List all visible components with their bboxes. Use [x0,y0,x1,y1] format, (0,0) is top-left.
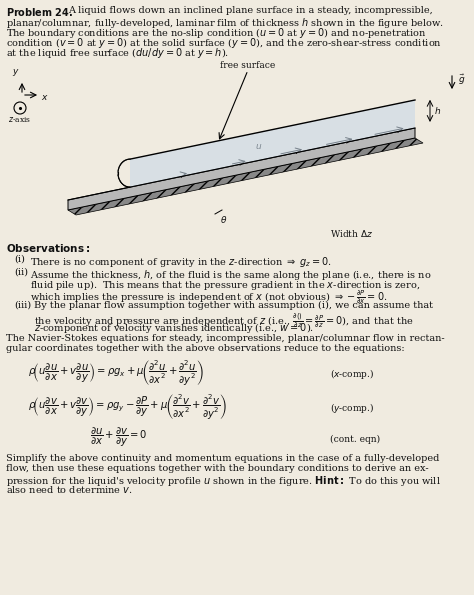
Text: $y$: $y$ [12,67,20,78]
Text: fluid pile up).  This means that the pressure gradient in the $x$-direction is z: fluid pile up). This means that the pres… [30,278,420,292]
Text: $\rho\!\left(u\dfrac{\partial v}{\partial x}+v\dfrac{\partial v}{\partial y}\rig: $\rho\!\left(u\dfrac{\partial v}{\partia… [28,392,228,421]
Text: Assume the thickness, $h$, of the fluid is the same along the plane (i.e., there: Assume the thickness, $h$, of the fluid … [30,268,431,282]
Text: at the liquid free surface ($du/dy = 0$ at $y = h$).: at the liquid free surface ($du/dy = 0$ … [6,46,229,60]
Polygon shape [68,138,423,215]
Text: free surface: free surface [220,61,275,70]
Text: $\dfrac{\partial u}{\partial x}+\dfrac{\partial v}{\partial y}=0$: $\dfrac{\partial u}{\partial x}+\dfrac{\… [90,426,147,449]
Text: (ii): (ii) [14,268,28,277]
Text: The Navier-Stokes equations for steady, incompressible, planar/columnar flow in : The Navier-Stokes equations for steady, … [6,334,445,343]
Text: There is no component of gravity in the $z$-direction $\Rightarrow$ $g_z = 0$.: There is no component of gravity in the … [30,255,332,269]
Text: (cont. eqn): (cont. eqn) [330,435,380,444]
Text: $\rho\!\left(u\dfrac{\partial u}{\partial x}+v\dfrac{\partial u}{\partial y}\rig: $\rho\!\left(u\dfrac{\partial u}{\partia… [28,358,204,387]
Text: ($x$-comp.): ($x$-comp.) [330,367,374,381]
Text: Width $\Delta z$: Width $\Delta z$ [330,228,373,239]
Text: $z$-axis: $z$-axis [9,115,32,124]
Text: also need to determine $v$.: also need to determine $v$. [6,484,133,495]
Polygon shape [68,128,415,210]
Text: pression for the liquid's velocity profile $u$ shown in the figure. $\mathbf{Hin: pression for the liquid's velocity profi… [6,474,441,488]
Text: $\mathbf{Observations:}$: $\mathbf{Observations:}$ [6,242,91,254]
Text: ($y$-comp.): ($y$-comp.) [330,401,374,415]
Text: (i): (i) [14,255,25,264]
Text: $\theta$: $\theta$ [220,214,228,225]
Text: The boundary conditions are the no-slip condition ($u = 0$ at $y = 0$) and no-pe: The boundary conditions are the no-slip … [6,26,427,40]
Text: $\mathbf{Problem\ 24.}$: $\mathbf{Problem\ 24.}$ [6,6,73,18]
Text: $u$: $u$ [255,142,262,151]
Text: which implies the pressure is independent of $x$ (not obvious) $\Rightarrow -\fr: which implies the pressure is independen… [30,288,387,306]
Text: $z$-component of velocity vanishes identically (i.e., $w = 0$).: $z$-component of velocity vanishes ident… [34,321,314,335]
Text: $\vec{g}$: $\vec{g}$ [458,73,465,87]
Text: By the planar flow assumption together with assumption (i), we can assume that: By the planar flow assumption together w… [34,301,433,310]
Text: $h$: $h$ [434,105,441,117]
Text: the velocity and pressure are independent of $z$ (i.e., $\frac{\partial ()}{\par: the velocity and pressure are independen… [34,311,414,330]
Text: planar/columnar, fully-developed, laminar film of thickness $h$ shown in the fig: planar/columnar, fully-developed, lamina… [6,16,444,30]
Text: condition ($v = 0$ at $y = 0$) at the solid surface ($y = 0$), and the zero-shea: condition ($v = 0$ at $y = 0$) at the so… [6,36,442,50]
Text: Simplify the above continuity and momentum equations in the case of a fully-deve: Simplify the above continuity and moment… [6,454,439,463]
Text: $x$: $x$ [41,93,49,102]
Text: flow, then use these equations together with the boundary conditions to derive a: flow, then use these equations together … [6,464,428,473]
Polygon shape [130,100,415,187]
Text: (iii): (iii) [14,301,31,310]
Text: A liquid flows down an inclined plane surface in a steady, incompressible,: A liquid flows down an inclined plane su… [68,6,433,15]
Text: gular coordinates together with the above observations reduce to the equations:: gular coordinates together with the abov… [6,344,405,353]
